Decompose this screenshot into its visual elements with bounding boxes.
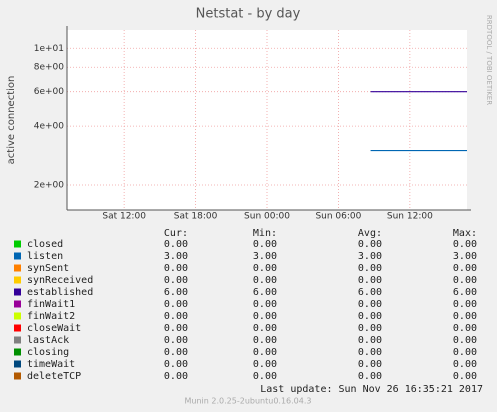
stat-value: 0.00 (253, 275, 277, 286)
stat-header: Avg: (358, 228, 382, 239)
stat-value: 0.00 (164, 239, 188, 250)
stat-value: 0.00 (253, 311, 277, 322)
stat-value: 6.00 (453, 287, 477, 298)
stat-value: 0.00 (453, 263, 477, 274)
stat-value: 0.00 (253, 371, 277, 382)
stat-value: 0.00 (164, 311, 188, 322)
stat-value: 0.00 (253, 299, 277, 310)
y-tick-label: 1e+01 (34, 44, 64, 54)
stat-value: 0.00 (358, 359, 382, 370)
legend-name: synReceived (27, 275, 93, 286)
stat-value: 0.00 (453, 347, 477, 358)
stat-value: 0.00 (358, 239, 382, 250)
legend-name: finWait1 (27, 299, 75, 310)
stat-value: 0.00 (358, 323, 382, 334)
stat-value: 0.00 (453, 299, 477, 310)
stat-value: 0.00 (358, 371, 382, 382)
x-tick-label: Sat 12:00 (102, 212, 146, 222)
legend-name: synSent (27, 263, 69, 274)
legend-swatch (14, 288, 21, 296)
legend-swatch (14, 336, 21, 344)
x-tick-label: Sun 00:00 (244, 212, 290, 222)
stat-value: 3.00 (453, 251, 477, 262)
stat-value: 0.00 (358, 299, 382, 310)
stat-value: 0.00 (253, 263, 277, 274)
stat-value: 0.00 (164, 335, 188, 346)
legend-name: timeWait (27, 359, 75, 370)
y-tick-label: 8e+00 (34, 63, 65, 73)
legend-swatch (14, 372, 21, 380)
stat-value: 0.00 (358, 311, 382, 322)
stat-value: 0.00 (453, 371, 477, 382)
x-tick-label: Sun 06:00 (315, 212, 361, 222)
legend-name: established (27, 287, 93, 298)
stat-value: 0.00 (453, 239, 477, 250)
stat-value: 0.00 (358, 347, 382, 358)
legend-swatch (14, 300, 21, 308)
legend-swatch (14, 264, 21, 272)
x-tick-label: Sun 12:00 (387, 212, 433, 222)
stat-value: 0.00 (164, 275, 188, 286)
stat-value: 0.00 (358, 335, 382, 346)
legend-name: closed (27, 239, 63, 250)
stat-value: 0.00 (164, 347, 188, 358)
stat-value: 0.00 (253, 347, 277, 358)
stat-value: 0.00 (253, 323, 277, 334)
y-tick-label: 6e+00 (34, 87, 65, 97)
stat-value: 3.00 (253, 251, 277, 262)
legend-name: finWait2 (27, 311, 75, 322)
stat-header: Cur: (164, 228, 188, 239)
legend-swatch (14, 276, 21, 284)
y-axis-label: active connection (6, 76, 17, 165)
stat-value: 3.00 (164, 251, 188, 262)
side-label: RRDTOOL / TOBI OETIKER (485, 15, 493, 105)
stat-value: 0.00 (253, 359, 277, 370)
stat-value: 0.00 (164, 263, 188, 274)
legend-name: closeWait (27, 323, 81, 334)
legend-name: closing (27, 347, 69, 358)
legend-name: lastAck (27, 335, 69, 346)
legend-name: listen (27, 251, 63, 262)
stat-value: 6.00 (253, 287, 277, 298)
legend-swatch (14, 312, 21, 320)
legend-name: deleteTCP (27, 371, 81, 382)
stat-value: 6.00 (164, 287, 188, 298)
footer: Munin 2.0.25-2ubuntu0.16.04.3 (185, 397, 312, 406)
stat-value: 3.00 (358, 251, 382, 262)
legend-swatch (14, 360, 21, 368)
chart-title: Netstat - by day (196, 7, 301, 22)
stat-value: 0.00 (164, 299, 188, 310)
x-tick-label: Sat 18:00 (174, 212, 218, 222)
stat-value: 0.00 (164, 323, 188, 334)
stat-value: 0.00 (358, 263, 382, 274)
stat-value: 0.00 (358, 275, 382, 286)
legend-swatch (14, 252, 21, 260)
stat-value: 0.00 (253, 335, 277, 346)
legend-swatch (14, 324, 21, 332)
stat-value: 0.00 (164, 359, 188, 370)
stat-value: 0.00 (453, 359, 477, 370)
stat-value: 0.00 (253, 239, 277, 250)
legend-swatch (14, 240, 21, 248)
stat-header: Min: (253, 228, 277, 239)
last-update: Last update: Sun Nov 26 16:35:21 2017 (260, 384, 483, 395)
y-tick-label: 4e+00 (34, 122, 65, 132)
stat-value: 0.00 (453, 311, 477, 322)
stat-value: 0.00 (453, 335, 477, 346)
legend-swatch (14, 348, 21, 356)
y-tick-label: 2e+00 (34, 180, 65, 190)
stat-value: 0.00 (164, 371, 188, 382)
stat-value: 0.00 (453, 275, 477, 286)
stat-header: Max: (453, 228, 477, 239)
stat-value: 6.00 (358, 287, 382, 298)
stat-value: 0.00 (453, 323, 477, 334)
